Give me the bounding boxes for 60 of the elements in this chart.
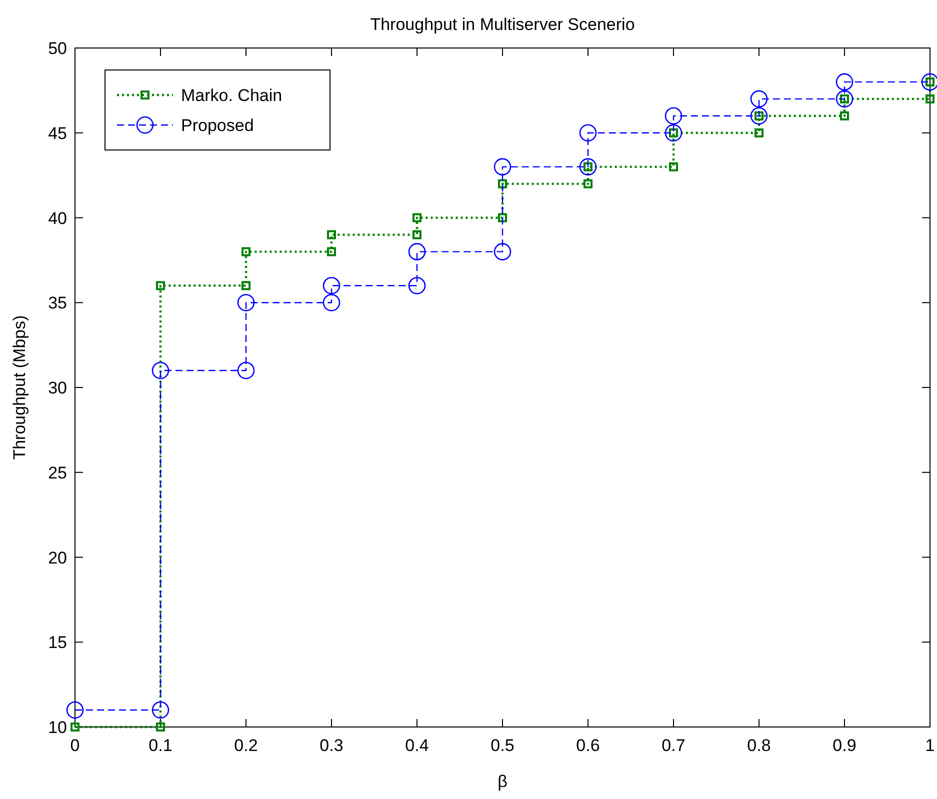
x-tick-label: 0.2 [234,736,258,755]
point [152,362,170,380]
point [579,124,597,142]
point [237,294,255,312]
point [754,128,764,138]
point [70,722,80,732]
y-tick-label: 35 [48,294,67,313]
y-tick-label: 45 [48,124,67,143]
chart-title: Throughput in Multiserver Scenerio [370,15,635,34]
point [840,111,849,120]
x-axis-title: β [498,772,508,791]
x-tick-label: 0.4 [405,736,429,755]
point [237,362,255,380]
y-axis-title: Throughput (Mbps) [10,315,29,460]
y-tick-label: 40 [48,208,67,228]
legend-label: Proposed [181,116,254,135]
point [498,213,507,222]
point [322,294,340,312]
x-tick-label: 0.3 [320,736,344,755]
point [494,158,512,176]
y-tick-label: 25 [48,463,67,482]
x-tick-label: 0.9 [832,736,856,755]
point [750,107,768,125]
point [66,701,84,719]
point [579,158,597,176]
point [322,277,340,294]
y-tick-label: 30 [48,378,67,398]
point [156,281,165,290]
point [327,247,336,256]
point [836,73,854,91]
point [836,90,854,108]
legend-label: Marko. Chain [181,86,282,105]
x-tick-label: 0.5 [490,736,514,755]
point [408,243,426,260]
point [664,107,682,125]
point [408,277,426,294]
point [669,162,678,172]
point [750,90,768,108]
x-tick-label: 0.6 [576,736,600,755]
x-tick-label: 0.8 [747,736,771,755]
x-tick-label: 0 [70,736,80,755]
y-tick-label: 10 [48,718,67,737]
point [584,179,592,188]
x-tick-label: 0.1 [148,736,172,755]
point [242,247,250,256]
y-tick-label: 50 [48,39,67,58]
point [152,701,170,719]
point [412,230,422,240]
point [664,124,682,142]
x-tick-label: 0.7 [662,736,686,755]
point [156,722,165,732]
point [327,230,336,240]
y-tick-label: 15 [48,633,67,652]
point [242,281,250,290]
point [498,179,507,188]
x-tick-label: 1 [925,736,935,755]
point [412,213,422,222]
y-tick-label: 20 [48,548,67,568]
point [494,243,512,260]
point [926,94,934,104]
